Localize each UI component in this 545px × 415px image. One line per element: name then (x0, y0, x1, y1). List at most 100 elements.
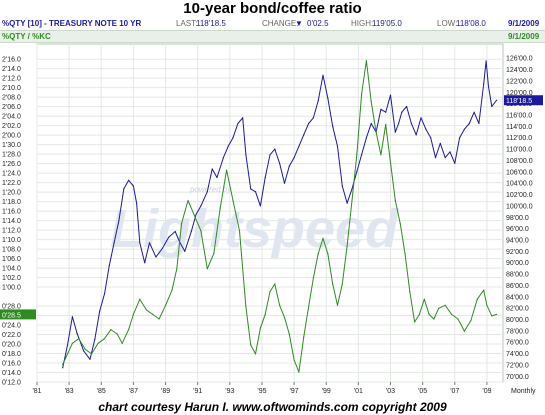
right-tick-label: 92'00.0 (506, 249, 529, 256)
x-tick-label: '83 (65, 388, 74, 395)
right-tick-label: 124'00.0 (506, 67, 533, 74)
plot-area (36, 43, 504, 383)
left-tick-label: 1'16.0 (2, 209, 21, 216)
left-tick-label: 2'04.0 (2, 114, 21, 121)
bond-series-point (83, 350, 85, 352)
ratio-series-point (496, 313, 498, 315)
bond-series-point (206, 191, 208, 193)
ratio-series-point (470, 319, 472, 322)
bond-series-point (410, 122, 412, 125)
bond-series-point (401, 111, 403, 113)
left-tick-label: 1'02.0 (2, 275, 21, 282)
x-tick-label: '91 (193, 388, 202, 395)
ratio-series-point (274, 283, 276, 285)
right-tick-label: 108'00.0 (506, 158, 533, 165)
ratio-series-point (152, 313, 154, 315)
ratio-series-point (404, 253, 406, 255)
ratio-series-point (365, 60, 367, 62)
ratio-series-point (181, 222, 183, 224)
bond-series-point (118, 219, 120, 221)
ratio-series-point (423, 298, 425, 300)
ratio-series-point (250, 344, 252, 346)
right-tick-label: 98'00.0 (506, 215, 529, 222)
bond-series-point (293, 157, 295, 159)
bond-series-point (279, 162, 281, 164)
high-value: 119'05.0 (372, 19, 402, 28)
bond-series-point (327, 97, 329, 99)
left-tick-label: 2'12.0 (2, 76, 21, 83)
bond-series-point (491, 105, 493, 108)
bond-series-point (113, 242, 115, 244)
change-label: CHANGE: (262, 19, 299, 28)
left-tick-label: 1'22.0 (2, 180, 21, 187)
bond-series-point (200, 205, 202, 207)
left-tick-label: 0'16.0 (2, 361, 21, 368)
bond-current-tag (504, 95, 543, 106)
ratio-series-point (254, 353, 257, 355)
x-tick-label: '01 (354, 388, 363, 395)
bond-series-point (308, 122, 310, 125)
ratio-series-point (232, 199, 234, 202)
bond-series-point (94, 338, 96, 340)
bond-series-point (389, 94, 392, 96)
right-tick-label: 110'00.0 (506, 147, 532, 154)
bond-series-point (425, 128, 427, 130)
left-tick-label: 2'08.0 (2, 95, 21, 102)
bond-series-point (346, 202, 348, 204)
ratio-series-point (145, 309, 147, 311)
ratio-series-point (71, 342, 73, 344)
bond-series-point (222, 157, 224, 159)
ratio-series-point (375, 131, 377, 133)
bond-series-point (459, 137, 461, 139)
bond-series-point (468, 122, 470, 125)
ratio-series-point (463, 330, 465, 332)
bond-series-point (227, 145, 229, 147)
ratio-series-point (264, 313, 266, 315)
x-tick-label: '95 (257, 388, 266, 395)
bond-series-point (148, 242, 151, 244)
bond-series-point (264, 176, 266, 179)
bond-series-point (269, 154, 271, 156)
bond-series-point (496, 99, 498, 101)
bond-series-point (454, 162, 456, 164)
bond-series-point (473, 111, 475, 113)
ratio-series-point (259, 327, 261, 329)
watermark-logo: Lightspeed (110, 199, 399, 259)
ratio-series-point (293, 359, 295, 361)
left-tick-label: 1'28.0 (2, 152, 21, 159)
ratio-series-point (457, 318, 459, 320)
ratio-series-point (491, 315, 493, 317)
bond-series-point (168, 236, 170, 238)
ratio-series-point (193, 215, 196, 217)
bond-series-point (103, 293, 106, 295)
bond-series-point (216, 176, 218, 179)
bond-series-point (415, 134, 417, 136)
ratio-series-point (438, 307, 440, 309)
ratio-series-point (356, 154, 358, 156)
ratio-series-point (200, 230, 202, 232)
right-tick-label: 76'00.0 (506, 340, 529, 347)
left-tick-label: 0'18.0 (2, 351, 21, 358)
ratio-series-point (219, 207, 221, 209)
ratio-series-point (346, 245, 348, 247)
bond-series-point (128, 179, 130, 181)
bond-series-point (254, 191, 257, 193)
bond-series-point (132, 185, 134, 187)
left-tick-label: 2'14.0 (2, 66, 21, 73)
watermark-small: powered by (189, 185, 232, 194)
bond-series-point (361, 154, 363, 156)
ratio-series-point (176, 268, 178, 270)
left-tick-label: 1'24.0 (2, 171, 21, 178)
ratio-header: %QTY / %KC 9/1/2009 (0, 30, 545, 43)
ratio-series-point (226, 169, 228, 171)
left-tick-label: 1'08.0 (2, 247, 21, 254)
ratio-series-point (385, 123, 387, 126)
bond-series-point (463, 128, 465, 130)
right-tick-label: 88'00.0 (506, 272, 529, 279)
change-value: 0'02.5 (307, 19, 329, 28)
left-tick-label: 1'00.0 (2, 285, 21, 292)
chart-svg: 0'12.0 0'14.0 0'16.0 0'18.0 0'20.0 0'22.0 0'24… (0, 43, 543, 395)
right-tick-label: 74'00.0 (506, 351, 529, 358)
ratio-series-point (361, 93, 363, 95)
ratio-series-point (132, 313, 134, 315)
